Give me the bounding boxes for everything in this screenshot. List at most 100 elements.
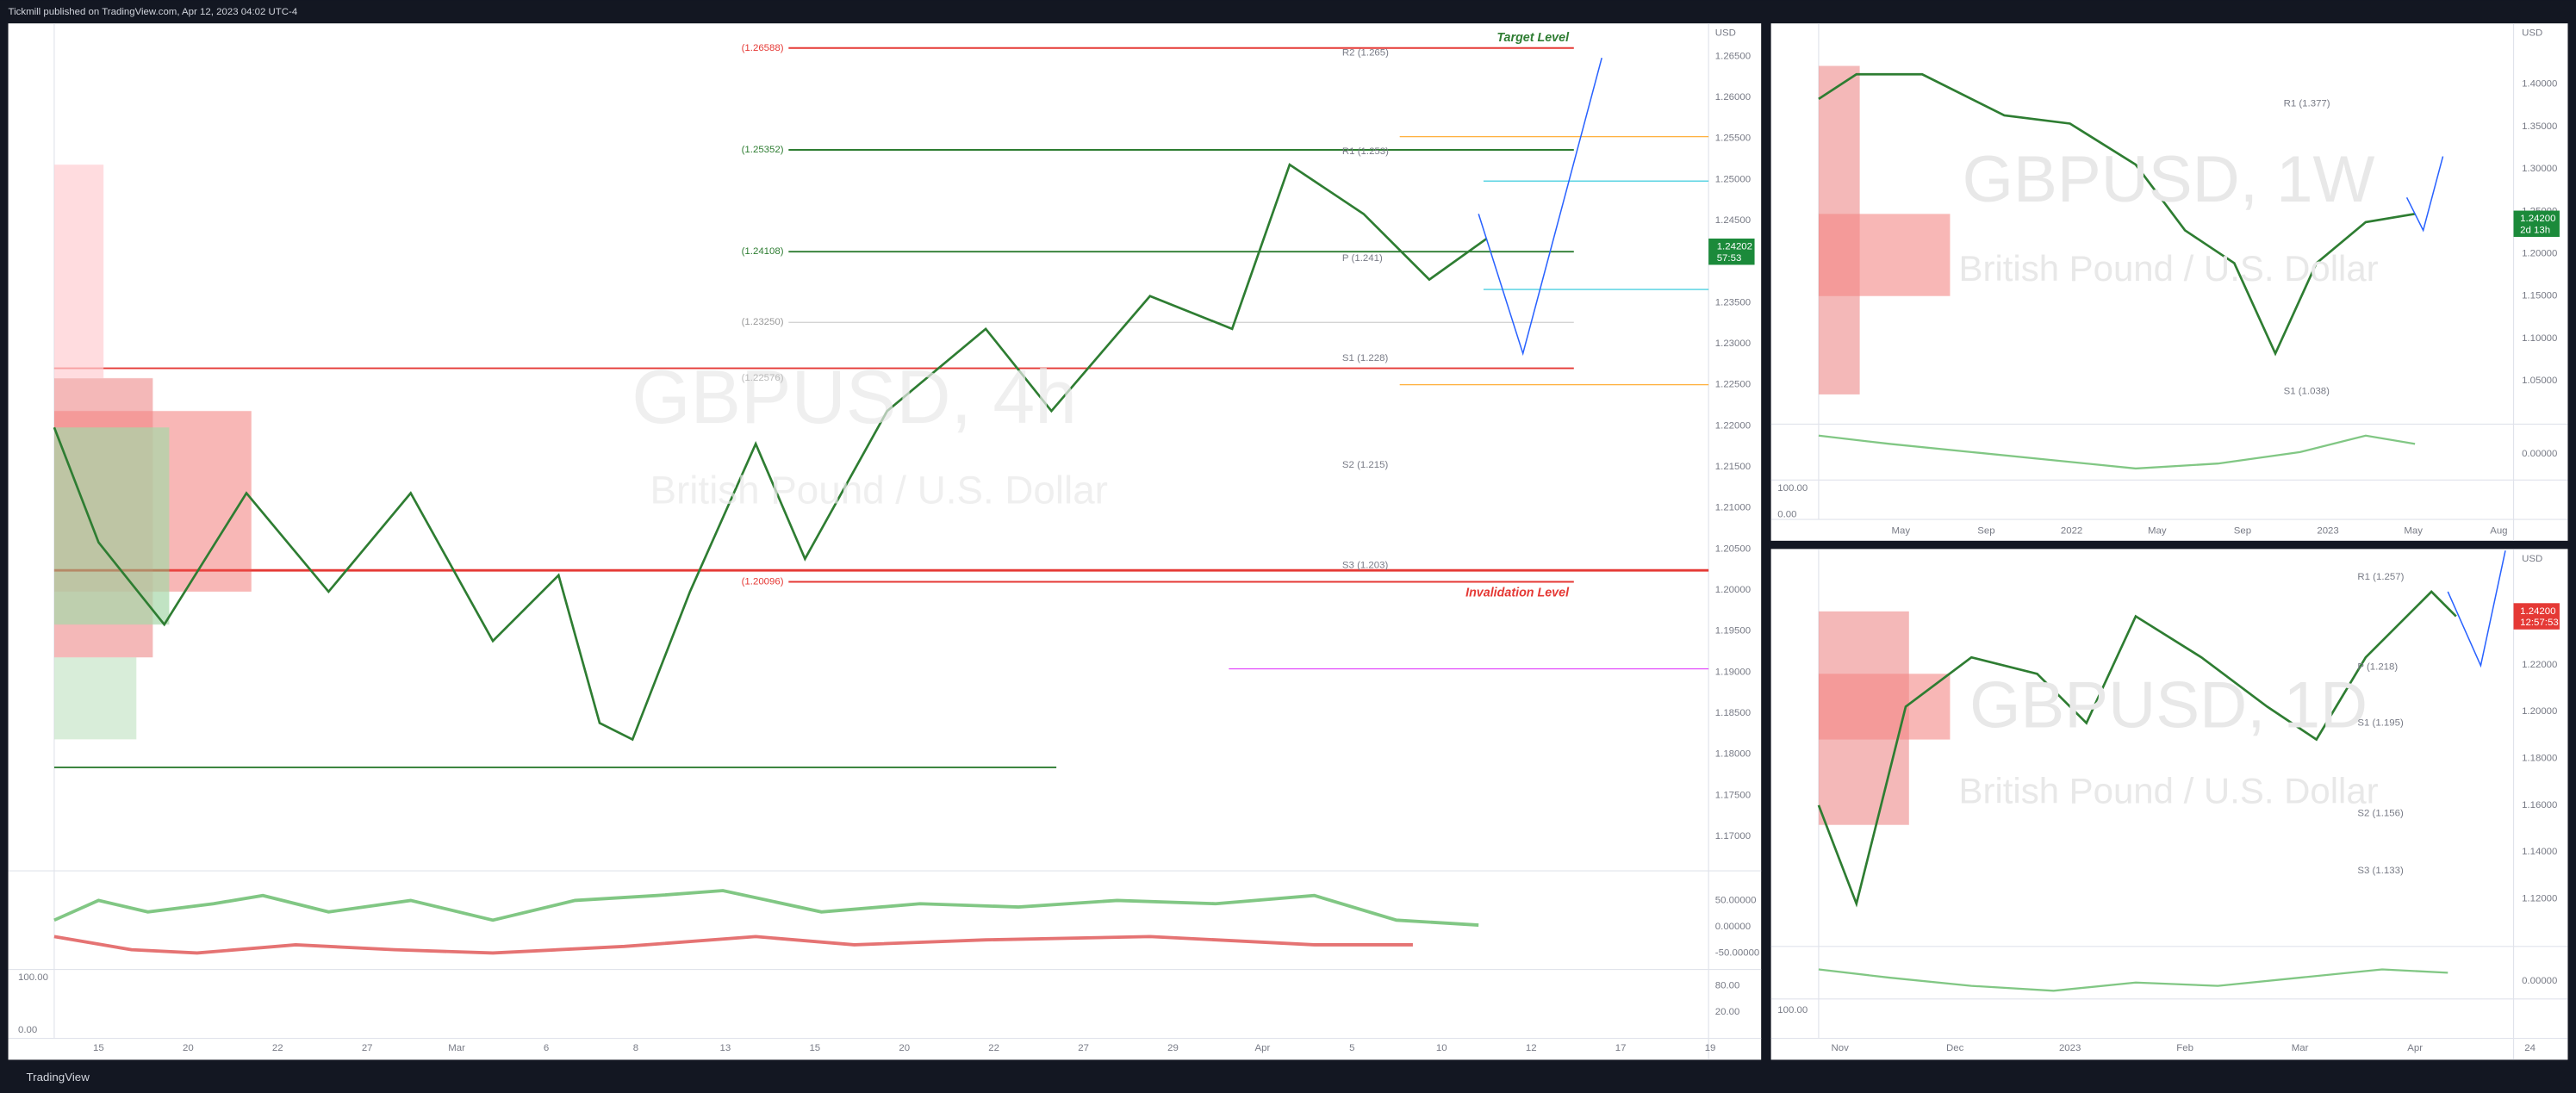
time-tick: Dec xyxy=(1946,1043,1964,1053)
time-tick: Mar xyxy=(448,1043,465,1053)
osc-tick: 0.00000 xyxy=(1715,922,1751,932)
price-tick: 1.21000 xyxy=(1715,503,1751,513)
time-tick: Feb xyxy=(2176,1043,2193,1053)
time-tick: 2022 xyxy=(2061,525,2082,536)
time-tick: 12 xyxy=(1526,1043,1537,1053)
price-tick: 1.30000 xyxy=(2522,164,2557,174)
osc-tick: 50.00000 xyxy=(1715,895,1757,905)
pivot-label: R1 (1.253) xyxy=(1342,146,1389,157)
osc-tick: 100.00 xyxy=(1777,483,1808,494)
price-tick: 1.40000 xyxy=(2522,79,2557,90)
target-label: Target Level xyxy=(1496,31,1570,45)
footer-brand: TradingView xyxy=(27,1071,90,1084)
level-label: (1.25352) xyxy=(742,145,784,155)
pivot-label: S3 (1.203) xyxy=(1342,560,1389,570)
pivot-label: R1 (1.257) xyxy=(2357,572,2404,582)
time-tick: 22 xyxy=(988,1043,999,1053)
time-tick: 27 xyxy=(1078,1043,1089,1053)
price-tick: 1.23500 xyxy=(1715,297,1751,307)
main-panel xyxy=(8,23,1762,1060)
osc-tick: 0.00 xyxy=(18,1025,37,1035)
pivot-label: S2 (1.215) xyxy=(1342,460,1389,470)
price-tick: 1.17000 xyxy=(1715,831,1751,841)
price-tick: 1.26000 xyxy=(1715,92,1751,102)
pivot-label: S3 (1.133) xyxy=(2357,866,2404,876)
time-tick: 2023 xyxy=(2059,1043,2081,1053)
last-price: 1.24202 xyxy=(1717,242,1752,252)
time-tick: 6 xyxy=(544,1043,549,1053)
watermark-description: British Pound / U.S. Dollar xyxy=(650,469,1107,512)
pivot-label: S1 (1.038) xyxy=(2284,386,2330,396)
price-tick: 1.20000 xyxy=(2522,706,2557,717)
time-tick: 24 xyxy=(2524,1043,2536,1053)
currency: USD xyxy=(2522,554,2542,564)
price-tick: 1.18000 xyxy=(1715,749,1751,760)
level-label: (1.23250) xyxy=(742,317,784,327)
price-tick: 1.20000 xyxy=(1715,585,1751,595)
price-tick: 1.22000 xyxy=(2522,660,2557,670)
price-tick: 1.22000 xyxy=(1715,420,1751,431)
level-lines xyxy=(53,47,1709,768)
osc-tick: 80.00 xyxy=(1715,981,1740,991)
price-tick: 1.12000 xyxy=(2522,894,2557,904)
last-price: 1.24200 xyxy=(2520,214,2555,224)
osc-tick: 20.00 xyxy=(1715,1007,1740,1017)
price-tick: 1.25000 xyxy=(1715,174,1751,184)
time-tick: May xyxy=(1891,525,1910,536)
level-label: (1.26588) xyxy=(742,43,784,53)
last-price-box xyxy=(1708,238,1755,265)
countdown: 2d 13h xyxy=(2520,225,2550,235)
watermark-symbol: GBPUSD, 1W xyxy=(1963,143,2375,216)
pivot-label: R2 (1.265) xyxy=(1342,47,1389,58)
price-tick: 1.14000 xyxy=(2522,847,2557,857)
time-tick: May xyxy=(2404,525,2423,536)
time-tick: 5 xyxy=(1349,1043,1354,1053)
countdown: 57:53 xyxy=(1717,253,1742,264)
currency: USD xyxy=(2522,28,2542,39)
price-tick: 1.16000 xyxy=(2522,800,2557,810)
last-price: 1.24200 xyxy=(2520,606,2555,617)
price-tick: 1.05000 xyxy=(2522,376,2557,386)
price-tick: 1.21500 xyxy=(1715,462,1751,472)
osc-tick: -50.00000 xyxy=(1715,947,1760,958)
pivot-label: S1 (1.228) xyxy=(1342,353,1389,363)
time-tick: 15 xyxy=(93,1043,104,1053)
price-tick: 1.23000 xyxy=(1715,338,1751,349)
time-tick: 13 xyxy=(720,1043,731,1053)
price-paths xyxy=(53,58,2506,908)
countdown: 12:57:53 xyxy=(2520,618,2559,628)
time-tick: 8 xyxy=(633,1043,638,1053)
invalidation-label: Invalidation Level xyxy=(1465,587,1570,600)
pivot-label: R1 (1.377) xyxy=(2284,99,2330,109)
price-tick: 1.25500 xyxy=(1715,134,1751,144)
price-tick: 1.17500 xyxy=(1715,790,1751,800)
level-label: (1.22576) xyxy=(742,373,784,383)
pivot-label: S2 (1.156) xyxy=(2357,808,2404,818)
osc-tick: 100.00 xyxy=(1777,1005,1808,1015)
time-tick: 10 xyxy=(1436,1043,1447,1053)
price-tick: 1.20000 xyxy=(2522,249,2557,259)
last-price-box xyxy=(2513,603,2560,630)
time-tick: 19 xyxy=(1705,1043,1716,1053)
header-title: Tickmill published on TradingView.com, A… xyxy=(9,7,298,17)
price-tick: 1.35000 xyxy=(2522,121,2557,132)
osc-tick: 0.00 xyxy=(1777,509,1796,519)
price-tick: 1.18000 xyxy=(2522,754,2557,764)
price-tick: 1.26500 xyxy=(1715,51,1751,61)
level-label: (1.20096) xyxy=(742,577,784,587)
pivot-label: P (1.241) xyxy=(1342,253,1383,264)
time-tick: 20 xyxy=(183,1043,194,1053)
time-tick: 15 xyxy=(809,1043,820,1053)
time-tick: Apr xyxy=(2407,1043,2423,1053)
time-tick: Apr xyxy=(1255,1043,1271,1053)
osc-tick: 0.00000 xyxy=(2522,449,2557,459)
price-tick: 1.18500 xyxy=(1715,708,1751,718)
oscillator-lines xyxy=(53,434,2448,992)
time-tick: 17 xyxy=(1615,1043,1627,1053)
time-tick: Mar xyxy=(2292,1043,2309,1053)
currency: USD xyxy=(1715,28,1736,39)
watermark-description: British Pound / U.S. Dollar xyxy=(1959,771,2379,811)
level-label: (1.24108) xyxy=(742,246,784,257)
